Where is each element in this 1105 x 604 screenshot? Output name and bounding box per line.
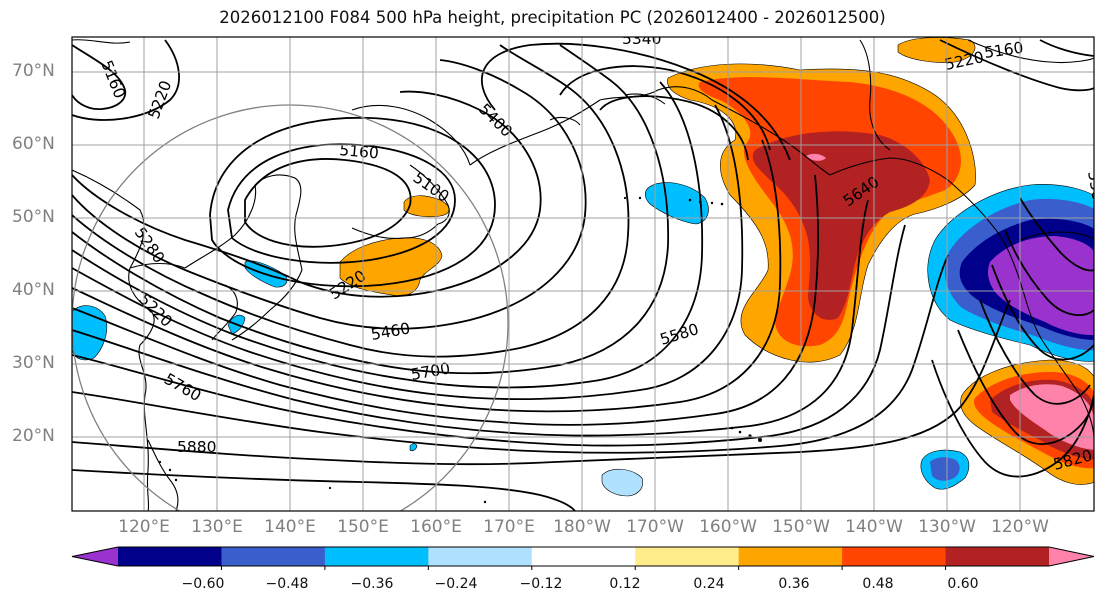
map-title: 2026012100 F084 500 hPa height, precipit… xyxy=(219,8,886,27)
gridlines xyxy=(72,37,1094,511)
colorbar-tick-label: −0.24 xyxy=(434,576,478,592)
precip-negative-region xyxy=(644,182,709,225)
lat-label: 40°N xyxy=(12,280,55,300)
lat-label: 70°N xyxy=(12,61,55,81)
lon-label: 160°E xyxy=(410,517,462,537)
precip-negative-region xyxy=(987,236,1094,336)
lat-label: 30°N xyxy=(12,353,55,373)
lon-label: 170°E xyxy=(483,517,535,537)
colorbar-tick-label: 0.24 xyxy=(693,576,725,592)
lon-label: 170°W xyxy=(626,517,684,537)
colorbar-tick-label: 0.60 xyxy=(947,576,979,592)
lon-label: 130°E xyxy=(191,517,243,537)
colorbar-tick-label: 0.12 xyxy=(609,576,641,592)
lon-label: 160°W xyxy=(699,517,757,537)
lon-label: 140°E xyxy=(264,517,316,537)
precip-positive-region xyxy=(339,237,443,297)
contour-label: 5160 xyxy=(339,141,380,162)
lon-label: 150°W xyxy=(772,517,830,537)
precip-positive-region xyxy=(806,153,826,161)
precip-positive-region xyxy=(752,131,930,320)
lon-label: 150°E xyxy=(337,517,389,537)
colorbar-tick-label: −0.36 xyxy=(350,576,394,592)
colorbar-tick-label: −0.48 xyxy=(265,576,309,592)
precip-negative-region xyxy=(930,457,960,481)
colorbar-tick-label: −0.12 xyxy=(519,576,563,592)
precip-positive-region xyxy=(403,195,450,218)
precip-positive-region xyxy=(897,37,976,63)
lat-label: 20°N xyxy=(12,426,55,446)
lon-label: 140°W xyxy=(845,517,903,537)
height-contours xyxy=(72,39,1094,511)
contour-label: 5580 xyxy=(1084,170,1105,212)
map-frame xyxy=(71,36,1095,512)
contour-label: 5160 xyxy=(983,39,1025,62)
colorbar-tick-label: 0.36 xyxy=(778,576,810,592)
precip-negative-region xyxy=(409,443,418,452)
contour-label: 5880 xyxy=(177,438,216,456)
lon-label: 120°W xyxy=(991,517,1049,537)
colorbar-tick-label: −0.60 xyxy=(181,576,225,592)
colorbar-tick-label: 0.48 xyxy=(862,576,894,592)
lon-label: 180°W xyxy=(553,517,611,537)
precip-negative-region xyxy=(601,469,643,497)
lon-label: 120°E xyxy=(118,517,170,537)
contour-label: 5340 xyxy=(622,30,661,48)
lat-label: 60°N xyxy=(12,134,55,154)
lat-label: 50°N xyxy=(12,207,55,227)
lon-label: 130°W xyxy=(918,517,976,537)
